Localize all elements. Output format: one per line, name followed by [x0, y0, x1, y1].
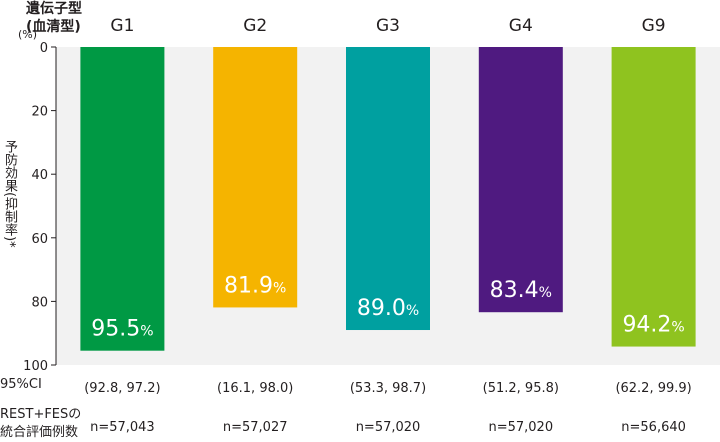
- category-label: G2: [243, 16, 267, 36]
- y-tick-label: 0: [40, 41, 48, 56]
- data-label: 95.5%: [91, 317, 153, 342]
- bar: [611, 47, 696, 347]
- genotype-title-line1: 遺伝子型: [26, 1, 82, 17]
- y-tick-label: 60: [31, 232, 48, 247]
- n-row-label-line1: REST+FESの: [0, 407, 82, 422]
- n-value: n=56,640: [621, 420, 686, 435]
- category-label: G1: [110, 16, 134, 36]
- y-axis-label: 予防効果(抑制率)*: [2, 140, 17, 248]
- n-value: n=57,043: [90, 420, 155, 435]
- genotype-title: 遺伝子型 (血清型): [26, 0, 82, 36]
- category-label: G9: [642, 16, 666, 36]
- y-tick-label: 20: [31, 105, 48, 120]
- y-tick-label: 80: [31, 295, 48, 310]
- category-label: G4: [509, 16, 533, 36]
- bar: [478, 47, 563, 313]
- n-value: n=57,020: [356, 420, 421, 435]
- data-label: 83.4%: [490, 278, 552, 303]
- ci-value: (92.8, 97.2): [84, 381, 160, 396]
- n-value: n=57,020: [488, 420, 553, 435]
- y-tick-label: 40: [31, 168, 48, 183]
- category-label: G3: [376, 16, 400, 36]
- n-row-label: REST+FESの 統合評価例数: [0, 406, 81, 442]
- ci-value: (53.3, 98.7): [350, 381, 426, 396]
- bar: [346, 47, 430, 331]
- n-value: n=57,027: [223, 420, 288, 435]
- ci-value: (16.1, 98.0): [217, 381, 293, 396]
- bar: [213, 47, 298, 308]
- bar: [80, 47, 165, 351]
- n-row-label-line2: 統合評価例数: [0, 425, 79, 440]
- ci-row-label: 95%CI: [0, 377, 42, 392]
- genotype-title-line2: (血清型): [26, 19, 81, 35]
- ci-value: (51.2, 95.8): [483, 381, 559, 396]
- data-label: 81.9%: [224, 273, 286, 298]
- data-label: 89.0%: [357, 296, 419, 321]
- ci-value: (62.2, 99.9): [615, 381, 691, 396]
- data-label: 94.2%: [622, 313, 684, 338]
- y-unit-label: (%): [18, 28, 37, 41]
- y-tick-label: 100: [23, 359, 48, 374]
